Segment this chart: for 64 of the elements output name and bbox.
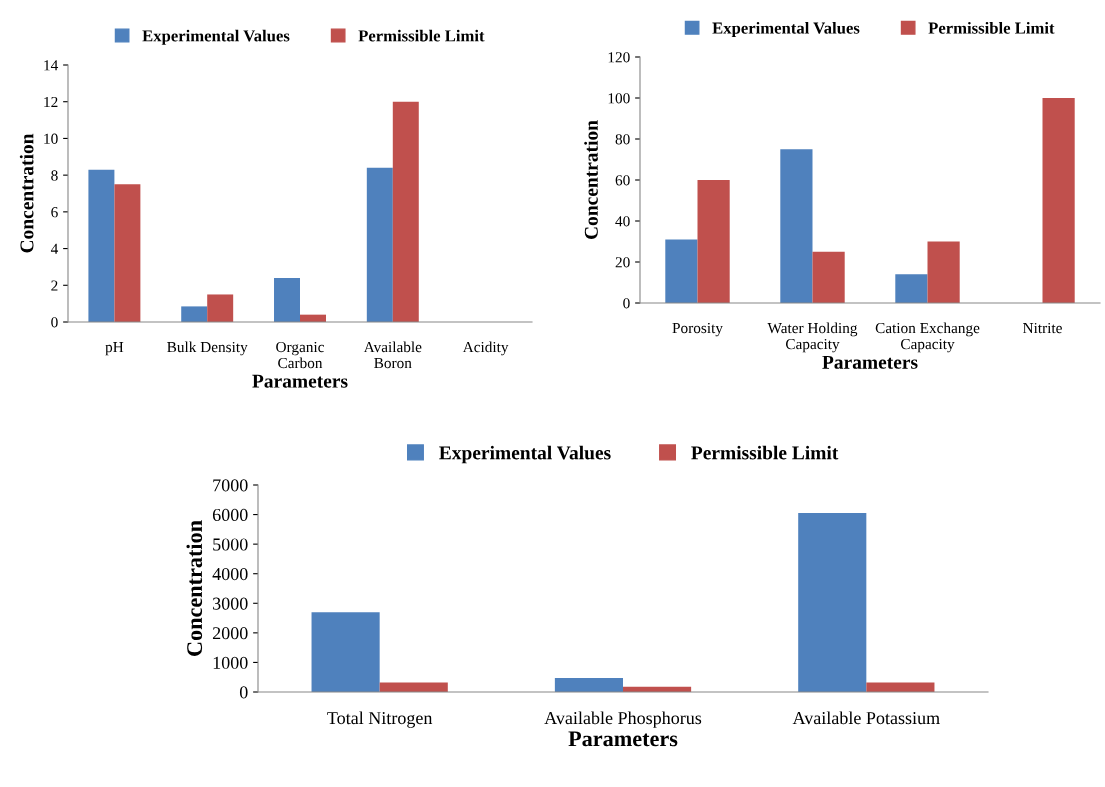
y-tick-label: 4000	[212, 567, 248, 581]
bar	[114, 184, 141, 322]
x-tick-label: Water Holding Capacity	[767, 322, 858, 353]
x-tick-label: Porosity	[672, 322, 723, 337]
x-tick-label: Available Boron	[363, 341, 422, 369]
y-tick-label: 3000	[213, 597, 248, 610]
y-tick-label: 14	[44, 60, 59, 71]
x-tick-label: Bulk Density	[167, 341, 248, 356]
y-tick-label: 100	[608, 93, 630, 104]
bar	[88, 169, 115, 322]
bar	[780, 149, 813, 303]
x-tick-label: Acidity	[462, 341, 509, 356]
y-tick-label: 0	[51, 317, 58, 328]
y-tick-label: 4	[50, 243, 59, 254]
bar	[392, 101, 419, 322]
y-axis-title: Concentration	[584, 120, 598, 239]
y-tick-label: 2000	[212, 627, 248, 640]
bar	[697, 180, 730, 303]
bar	[798, 513, 867, 692]
y-tick-label: 12	[44, 96, 58, 108]
y-tick-label: 60	[615, 175, 630, 186]
x-tick-label: Nitrite	[1023, 322, 1062, 334]
bar	[181, 306, 208, 322]
y-tick-label: 0	[623, 298, 630, 309]
bar	[1042, 98, 1075, 303]
legend-label: Permissible Limit	[358, 29, 485, 42]
y-tick-label: 80	[615, 134, 630, 145]
bar	[554, 678, 623, 692]
bar	[895, 274, 928, 303]
y-tick-label: 120	[608, 52, 630, 63]
bar	[207, 294, 234, 322]
y-tick-label: 2	[51, 280, 58, 291]
legend-label: Experimental Values	[142, 29, 290, 45]
bar	[366, 167, 393, 322]
legend-label: Permissible Limit	[928, 21, 1055, 34]
y-tick-label: 40	[615, 216, 630, 227]
x-axis-title: Parameters	[568, 731, 678, 747]
legend-label: Experimental Values	[439, 445, 611, 464]
x-tick-label: Organic Carbon	[276, 341, 324, 369]
y-tick-label: 10	[44, 133, 58, 144]
x-axis-title: Parameters	[822, 355, 918, 369]
y-tick-label: 6	[51, 207, 58, 218]
y-tick-label: 7000	[213, 479, 248, 492]
bar	[927, 241, 960, 303]
bar	[812, 251, 845, 303]
y-tick-label: 6000	[212, 508, 248, 522]
bar	[665, 239, 698, 303]
y-axis-title: Concentration	[19, 133, 34, 253]
bar	[274, 277, 300, 322]
y-tick-label: 8	[51, 170, 58, 181]
y-tick-label: 20	[615, 257, 630, 268]
x-tick-label: Available Potassium	[792, 711, 940, 725]
x-tick-label: Available Phosphorus	[544, 711, 702, 728]
y-tick-label: 5000	[213, 538, 248, 551]
bar	[311, 612, 380, 692]
x-axis-title: Parameters	[252, 374, 348, 388]
y-tick-label: 0	[239, 686, 248, 699]
x-tick-label: Total Nitrogen	[327, 711, 433, 728]
legend-label: Experimental Values	[712, 21, 860, 38]
y-tick-label: 1000	[213, 656, 248, 669]
x-tick-label: Cation Exchange Capacity	[875, 322, 980, 353]
x-tick-label: pH	[105, 342, 124, 356]
y-axis-title: Concentration	[186, 520, 203, 656]
legend-label: Permissible Limit	[691, 445, 839, 460]
